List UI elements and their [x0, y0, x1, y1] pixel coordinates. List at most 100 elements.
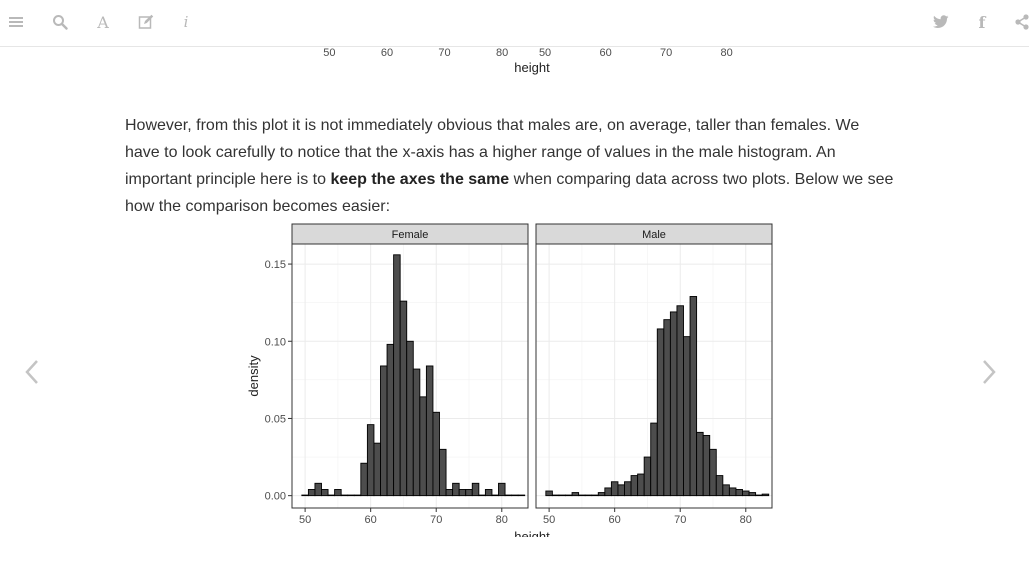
- histogram-bar: [624, 481, 632, 497]
- histogram-bar: [406, 340, 414, 497]
- chevron-right-icon: [983, 360, 996, 384]
- panel-border: [535, 243, 773, 509]
- histogram-bar: [558, 494, 566, 497]
- histogram-bar: [432, 411, 440, 497]
- facet-strip-label: Female: [392, 229, 429, 241]
- histogram-bar: [748, 492, 757, 497]
- histogram-bar: [584, 494, 593, 497]
- histogram-bar: [301, 494, 309, 497]
- previous-x-tick-label: 70: [660, 47, 672, 59]
- search-icon[interactable]: [49, 11, 71, 33]
- edit-icon[interactable]: [135, 11, 157, 33]
- menu-icon[interactable]: [5, 11, 27, 33]
- histogram-bar: [696, 431, 704, 497]
- y-tick-label: 0.00: [265, 491, 286, 503]
- histogram-bar: [517, 494, 526, 497]
- histogram-bar: [571, 492, 580, 497]
- previous-x-tick-label: 50: [539, 47, 551, 59]
- histogram-bar: [591, 494, 599, 497]
- histogram-bar: [373, 442, 381, 497]
- x-tick-label: 50: [543, 514, 555, 526]
- histogram-bar: [393, 254, 401, 497]
- x-tick-label: 80: [496, 514, 508, 526]
- histogram-bar: [452, 482, 460, 497]
- histogram-bar: [340, 494, 349, 497]
- histogram-bar: [366, 424, 375, 497]
- font-settings-icon[interactable]: A: [97, 12, 109, 32]
- previous-x-tick-label: 70: [438, 47, 450, 59]
- histogram-bar: [419, 396, 427, 497]
- histogram-bar: [715, 475, 724, 497]
- histogram-bar: [478, 494, 486, 497]
- previous-x-tick-label: 80: [720, 47, 732, 59]
- chevron-left-icon: [25, 360, 38, 384]
- next-page-button[interactable]: [974, 352, 1004, 392]
- facet-panel-female: Female 50 60 70 80: [291, 223, 529, 526]
- histogram-bar: [637, 473, 645, 497]
- histogram-bar: [597, 492, 606, 497]
- histogram-bar: [663, 319, 671, 497]
- y-tick-label: 0.05: [265, 413, 286, 425]
- histogram-bar: [353, 494, 362, 497]
- histogram-bar: [604, 487, 612, 497]
- histogram-bar: [386, 343, 395, 497]
- histogram-bar: [412, 368, 421, 497]
- histogram-bar: [617, 484, 625, 497]
- y-tick-label: 0.10: [265, 336, 286, 348]
- previous-x-tick-label: 80: [496, 47, 508, 59]
- paragraph-text-1: However, from this plot it is not immedi…: [125, 117, 860, 188]
- previous-page-button[interactable]: [17, 352, 47, 392]
- facet-histogram-chart: Female 50 60 70 80 Male 50 60 70 80 0.00 0.05 0.10 0.…: [246, 223, 773, 537]
- histogram-bar: [650, 422, 658, 497]
- info-icon[interactable]: i: [183, 13, 189, 31]
- histogram-bar: [380, 365, 388, 497]
- histogram-bar: [360, 462, 368, 497]
- x-tick-label: 50: [299, 514, 311, 526]
- histogram-bar: [504, 494, 513, 497]
- histogram-bar: [491, 494, 499, 497]
- x-tick-label: 70: [430, 514, 442, 526]
- histogram-bar: [728, 487, 737, 497]
- histogram-bar: [630, 475, 639, 497]
- facet-panel-male: Male 50 60 70 80: [535, 223, 773, 526]
- histogram-bar: [656, 328, 665, 497]
- histogram-bar: [669, 311, 678, 497]
- histogram-bar: [327, 494, 336, 497]
- histogram-bar: [551, 494, 560, 497]
- x-tick-label: 80: [740, 514, 752, 526]
- histogram-bar: [314, 482, 322, 497]
- histogram-bar: [425, 365, 434, 497]
- paragraph-text-2: when comparing data across two plots. Be…: [125, 171, 894, 215]
- y-axis-label: density: [246, 355, 261, 397]
- previous-x-axis-label: height: [514, 60, 550, 75]
- histogram-bar: [465, 489, 473, 497]
- y-tick-label: 0.15: [265, 259, 286, 271]
- body-paragraph: However, from this plot it is not immedi…: [125, 112, 895, 220]
- histogram-bar: [610, 481, 619, 497]
- share-icon[interactable]: [1011, 11, 1029, 33]
- x-axis-label: height: [514, 529, 550, 537]
- x-tick-label: 60: [365, 514, 377, 526]
- histogram-bar: [702, 434, 711, 497]
- histogram-bar: [755, 494, 763, 497]
- histogram-bar: [399, 300, 408, 497]
- paragraph-bold-text: keep the axes the same: [330, 171, 510, 188]
- histogram-bar: [761, 493, 770, 497]
- histogram-bar: [545, 490, 553, 497]
- histogram-bar: [439, 448, 447, 497]
- x-tick-label: 60: [609, 514, 621, 526]
- histogram-bar: [565, 494, 573, 497]
- previous-x-tick-label: 60: [381, 47, 393, 59]
- facebook-icon[interactable]: f: [978, 12, 986, 32]
- histogram-bar: [484, 489, 493, 497]
- book-content: 50 60 70 80 50 60 70 80 height However, from th…: [0, 47, 1029, 578]
- histogram-bar: [334, 489, 342, 497]
- histogram-bar: [347, 494, 355, 497]
- histogram-bar: [321, 489, 329, 497]
- previous-x-tick-label: 60: [599, 47, 611, 59]
- histogram-bar: [498, 482, 506, 497]
- toolbar: A i f: [0, 0, 1029, 47]
- histogram-bar: [676, 305, 684, 497]
- twitter-icon[interactable]: [930, 11, 952, 33]
- histogram-bar: [742, 490, 750, 497]
